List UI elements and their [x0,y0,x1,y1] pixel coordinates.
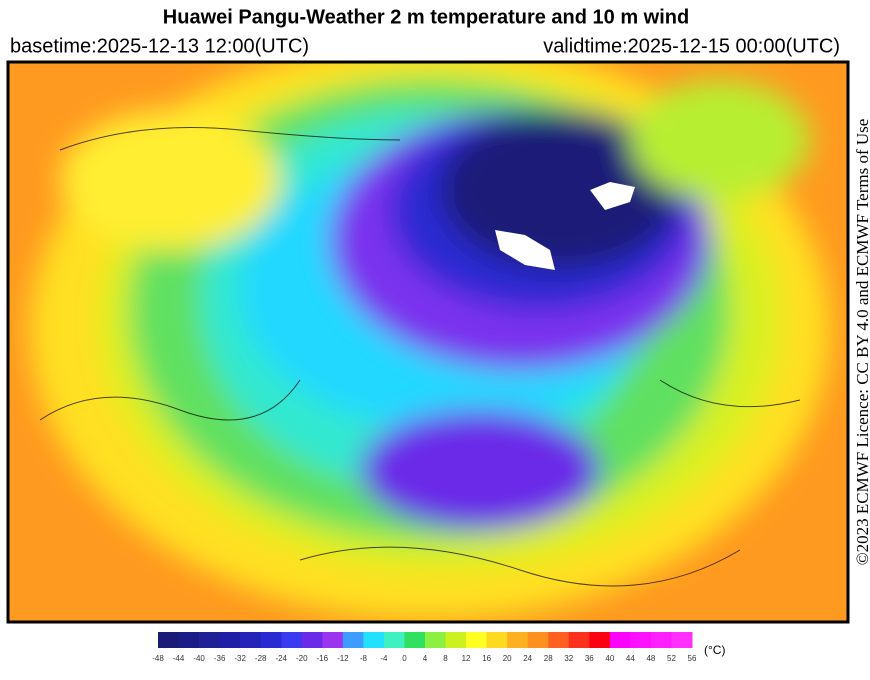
colorbar-segment [548,632,570,648]
colorbar-segment [445,632,467,648]
colorbar-tick-label: 24 [523,654,532,663]
colorbar-tick-label: 4 [423,654,428,663]
colorbar-segment [363,632,385,648]
colorbar-segment [630,632,652,648]
colorbar-tick-label: -16 [317,654,329,663]
licence: ©2023 ECMWF Licence: CC BY 4.0 and ECMWF… [853,119,870,566]
colorbar-tick-label: -8 [360,654,368,663]
colorbar-segment [158,632,180,648]
colorbar-tick-label: -44 [173,654,185,663]
colorbar-tick-label: 56 [688,654,697,663]
colorbar-tick-label: -4 [380,654,388,663]
colorbar-tick-label: -40 [193,654,205,663]
colorbar-segment [383,632,405,648]
colorbar-tick-label: 32 [564,654,573,663]
colorbar: -48 -44 -40 -36 -32 -28 -24 -20 -16 -12 -8 -4 0 4 8 12 1… [152,632,725,663]
colorbar-segment [342,632,364,648]
colorbar-unit: (°C) [704,643,725,657]
colorbar-tick-label: -24 [275,654,287,663]
colorbar-tick-label: 40 [605,654,614,663]
colorbar-tick-label: -48 [152,654,164,663]
colorbar-tick-label: -12 [337,654,349,663]
colorbar-segment [178,632,200,648]
temperature-map [8,62,848,622]
colorbar-segment [568,632,590,648]
title: Huawei Pangu-Weather 2 m temperature and… [163,6,689,28]
colorbar-segment [404,632,426,648]
colorbar-segment [219,632,241,648]
validtime: validtime:2025-12-15 00:00(UTC) [543,35,840,57]
colorbar-tick-label: 16 [482,654,491,663]
colorbar-tick-label: -32 [234,654,246,663]
colorbar-segment [322,632,344,648]
colorbar-tick-label: 36 [585,654,594,663]
colorbar-segment [650,632,672,648]
colorbar-segment [589,632,611,648]
colorbar-tick-label: 0 [402,654,407,663]
colorbar-segment [301,632,323,648]
colorbar-tick-label: 28 [544,654,553,663]
colorbar-segment [281,632,303,648]
colorbar-segment [260,632,282,648]
colorbar-tick-label: 44 [626,654,635,663]
colorbar-tick-label: 20 [503,654,512,663]
colorbar-tick-label: 12 [462,654,471,663]
map-frame [6,60,850,624]
colorbar-tick-label: 48 [646,654,655,663]
colorbar-segment [671,632,693,648]
colorbar-tick-label: -36 [214,654,226,663]
colorbar-segment [527,632,549,648]
colorbar-segment [199,632,221,648]
colorbar-segment [609,632,631,648]
basetime: basetime:2025-12-13 12:00(UTC) [10,35,309,57]
colorbar-tick-label: 8 [443,654,448,663]
colorbar-segment [486,632,508,648]
colorbar-tick-label: -20 [296,654,308,663]
colorbar-segment [425,632,447,648]
colorbar-tick-label: -28 [255,654,267,663]
colorbar-segment [240,632,262,648]
colorbar-tick-label: 52 [667,654,676,663]
colorbar-segment [466,632,488,648]
colorbar-segment [507,632,529,648]
